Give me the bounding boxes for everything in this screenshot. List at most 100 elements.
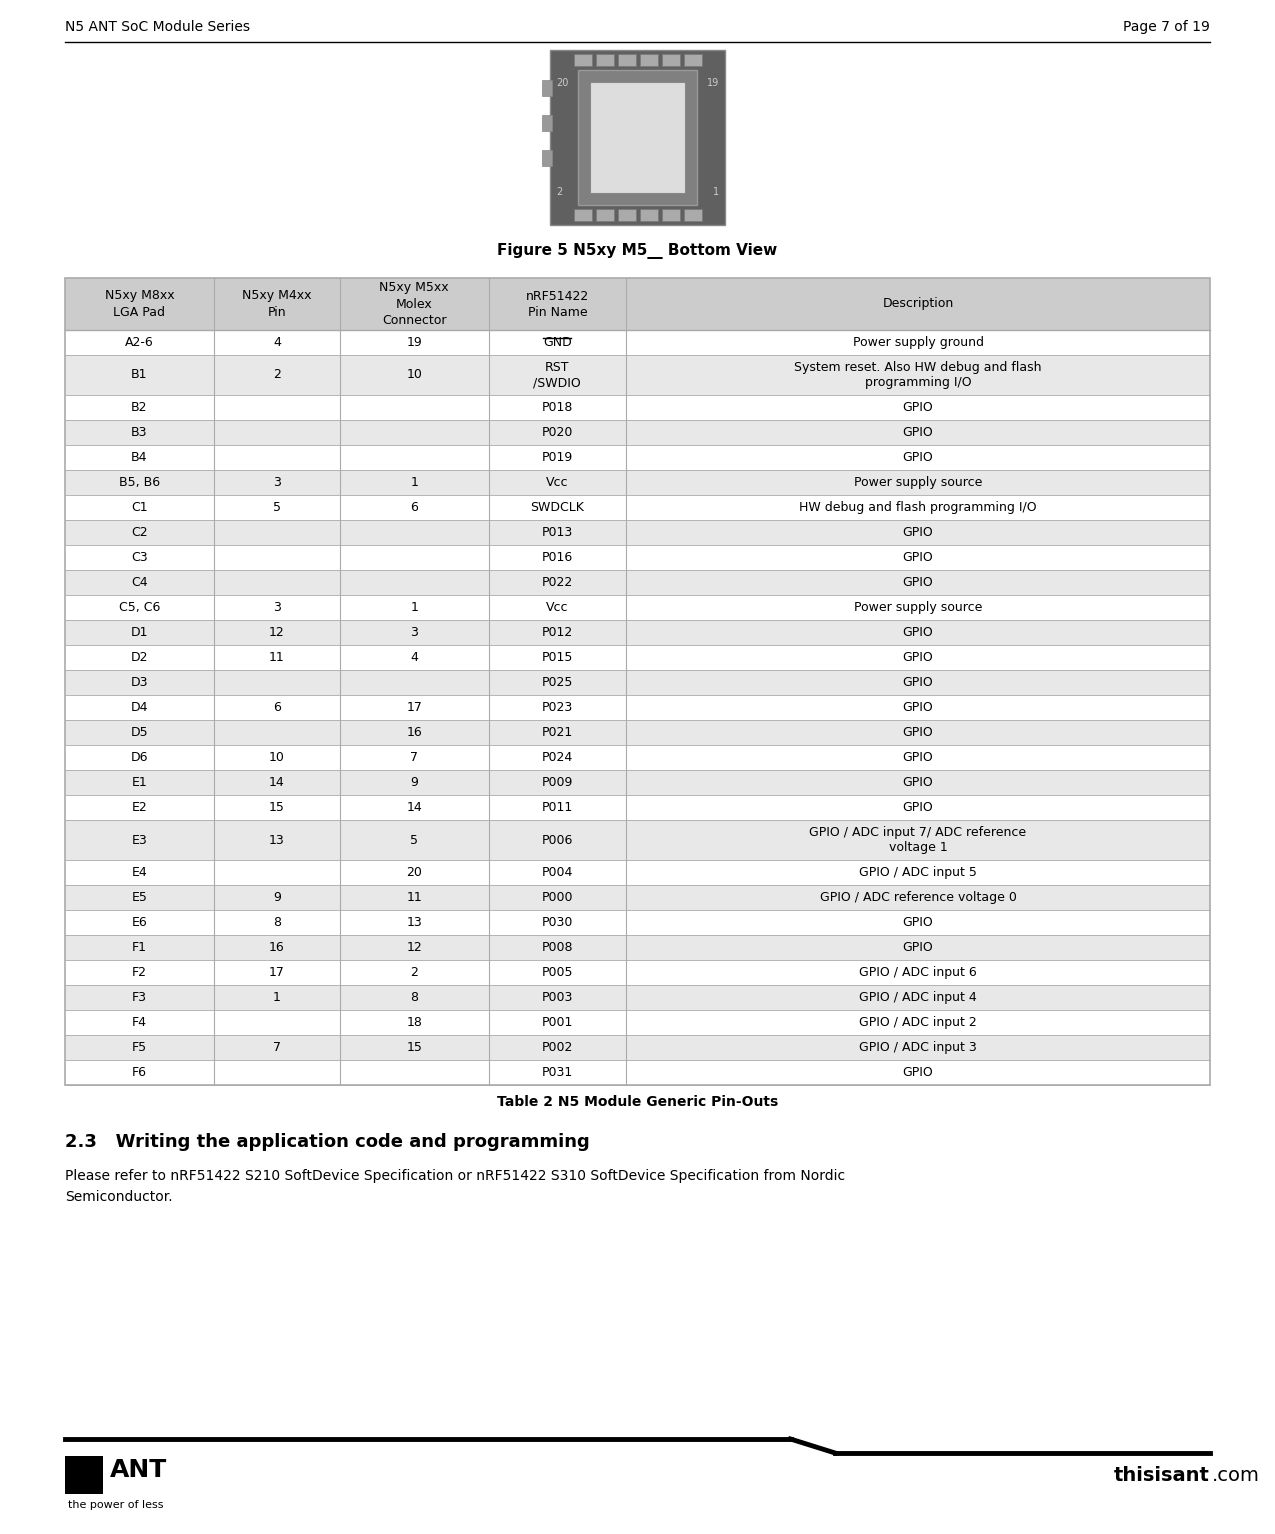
Text: P001: P001 <box>542 1016 572 1029</box>
Text: P019: P019 <box>542 451 572 463</box>
Text: Power supply source: Power supply source <box>854 476 982 489</box>
Bar <box>574 209 592 221</box>
Text: 7: 7 <box>273 1042 281 1054</box>
Text: D4: D4 <box>130 701 148 713</box>
Text: E6: E6 <box>131 916 148 930</box>
Text: B1: B1 <box>131 368 148 382</box>
Text: 14: 14 <box>407 801 422 815</box>
Bar <box>65 936 1210 960</box>
Text: GPIO / ADC input 7/ ADC reference
voltage 1: GPIO / ADC input 7/ ADC reference voltag… <box>810 825 1026 854</box>
Text: Power supply source: Power supply source <box>854 601 982 614</box>
Text: 12: 12 <box>407 940 422 954</box>
Text: 4: 4 <box>273 336 281 350</box>
Text: P006: P006 <box>542 833 572 847</box>
Text: F2: F2 <box>131 966 147 979</box>
Bar <box>65 885 1210 910</box>
Text: thisisant: thisisant <box>1114 1467 1210 1485</box>
Text: 1: 1 <box>411 476 418 489</box>
Text: GPIO / ADC input 6: GPIO / ADC input 6 <box>859 966 977 979</box>
Text: P018: P018 <box>542 400 572 414</box>
Text: 18: 18 <box>407 1016 422 1029</box>
Bar <box>65 330 1210 354</box>
Text: Description: Description <box>882 298 954 310</box>
Text: GND: GND <box>543 336 571 350</box>
Bar <box>65 545 1210 571</box>
Bar <box>640 209 658 221</box>
Bar <box>65 670 1210 695</box>
Text: Figure 5 N5xy M5__ Bottom View: Figure 5 N5xy M5__ Bottom View <box>497 242 778 259</box>
Bar <box>65 354 1210 394</box>
Bar <box>65 620 1210 644</box>
Bar <box>65 595 1210 620</box>
Text: GPIO: GPIO <box>903 752 933 764</box>
Text: C3: C3 <box>131 551 148 565</box>
Text: C1: C1 <box>131 502 148 514</box>
Text: GPIO: GPIO <box>903 426 933 439</box>
Text: P021: P021 <box>542 726 572 739</box>
Text: GPIO: GPIO <box>903 400 933 414</box>
Text: ANT: ANT <box>110 1457 167 1482</box>
Text: D1: D1 <box>130 626 148 640</box>
Text: GPIO: GPIO <box>903 626 933 640</box>
Text: 8: 8 <box>411 991 418 1003</box>
Bar <box>65 770 1210 795</box>
Text: 1: 1 <box>411 601 418 614</box>
Text: P004: P004 <box>542 867 572 879</box>
Text: B4: B4 <box>131 451 148 463</box>
Bar <box>65 495 1210 520</box>
Text: P011: P011 <box>542 801 572 815</box>
Text: P016: P016 <box>542 551 572 565</box>
Text: 12: 12 <box>269 626 284 640</box>
Text: D5: D5 <box>130 726 148 739</box>
Text: 3: 3 <box>411 626 418 640</box>
Text: GPIO: GPIO <box>903 575 933 589</box>
Bar <box>574 54 592 66</box>
Bar <box>65 746 1210 770</box>
Text: GPIO / ADC reference voltage 0: GPIO / ADC reference voltage 0 <box>820 891 1016 904</box>
Text: 19: 19 <box>706 78 719 87</box>
Bar <box>617 209 635 221</box>
Text: 1: 1 <box>273 991 281 1003</box>
Text: GPIO: GPIO <box>903 801 933 815</box>
Text: 2.3   Writing the application code and programming: 2.3 Writing the application code and pro… <box>65 1134 590 1150</box>
Text: RST
/SWDIO: RST /SWDIO <box>533 360 581 390</box>
Text: 17: 17 <box>269 966 284 979</box>
Text: Page 7 of 19: Page 7 of 19 <box>1123 20 1210 34</box>
Text: D2: D2 <box>130 650 148 664</box>
Bar <box>683 209 701 221</box>
Text: 5: 5 <box>273 502 281 514</box>
Bar <box>65 821 1210 861</box>
Bar <box>550 51 725 225</box>
Bar <box>65 1009 1210 1035</box>
Text: 7: 7 <box>411 752 418 764</box>
Text: P015: P015 <box>542 650 572 664</box>
Bar <box>65 960 1210 985</box>
Text: P005: P005 <box>542 966 572 979</box>
Text: E5: E5 <box>131 891 148 904</box>
Bar <box>578 71 697 206</box>
Bar <box>65 469 1210 495</box>
Bar <box>617 54 635 66</box>
Text: E3: E3 <box>131 833 148 847</box>
Text: P025: P025 <box>542 676 572 689</box>
Bar <box>65 278 1210 1085</box>
Text: P022: P022 <box>542 575 572 589</box>
Bar <box>542 115 552 130</box>
Text: P003: P003 <box>542 991 572 1003</box>
Bar <box>65 1035 1210 1060</box>
Text: P000: P000 <box>542 891 572 904</box>
Text: F5: F5 <box>131 1042 147 1054</box>
Text: P030: P030 <box>542 916 572 930</box>
Bar <box>65 394 1210 420</box>
Text: P031: P031 <box>542 1066 572 1078</box>
Text: C4: C4 <box>131 575 148 589</box>
Text: 11: 11 <box>269 650 284 664</box>
Text: .com: .com <box>1213 1467 1260 1485</box>
Text: GPIO: GPIO <box>903 726 933 739</box>
Text: B5, B6: B5, B6 <box>119 476 159 489</box>
Bar <box>65 420 1210 445</box>
Text: P020: P020 <box>542 426 572 439</box>
Bar <box>65 571 1210 595</box>
Text: 8: 8 <box>273 916 281 930</box>
Text: Table 2 N5 Module Generic Pin-Outs: Table 2 N5 Module Generic Pin-Outs <box>497 1095 778 1109</box>
